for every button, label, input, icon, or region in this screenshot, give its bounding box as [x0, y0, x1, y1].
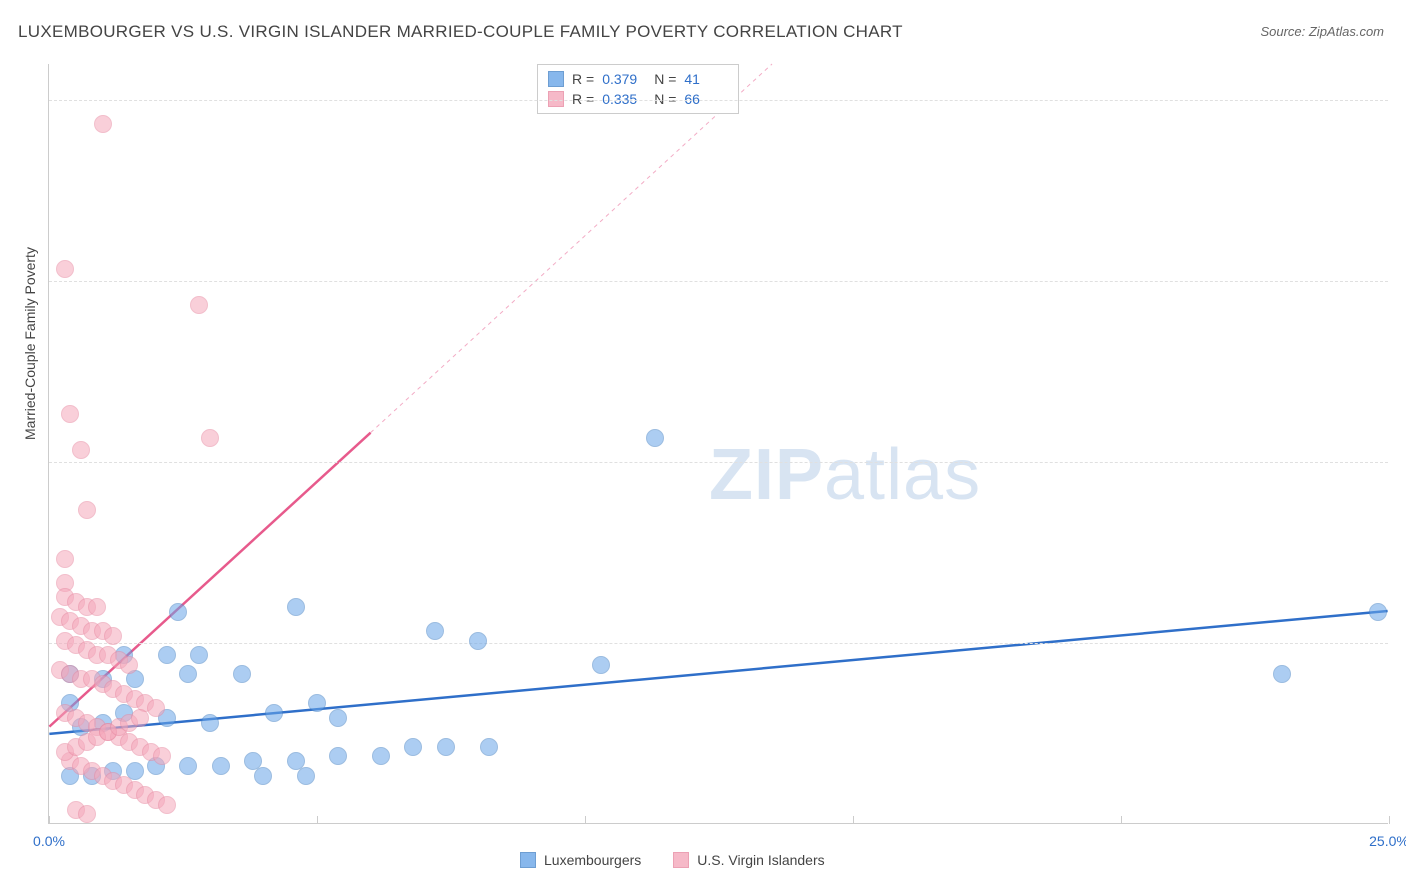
data-point [1273, 665, 1291, 683]
xtick [1121, 816, 1122, 824]
swatch-pink [548, 91, 564, 107]
data-point [233, 665, 251, 683]
data-point [287, 598, 305, 616]
data-point [480, 738, 498, 756]
data-point [201, 714, 219, 732]
stats-row-1: R = 0.379 N = 41 [548, 69, 728, 89]
data-point [404, 738, 422, 756]
data-point [190, 296, 208, 314]
xtick-label: 0.0% [33, 833, 65, 849]
plot-area: ZIPatlas R = 0.379 N = 41 R = 0.335 N = … [48, 64, 1388, 824]
gridline [49, 100, 1388, 101]
xtick [853, 816, 854, 824]
data-point [169, 603, 187, 621]
xtick [585, 816, 586, 824]
xtick [1389, 816, 1390, 824]
ytick-label: 22.5% [1398, 273, 1406, 289]
gridline [49, 462, 1388, 463]
data-point [426, 622, 444, 640]
data-point [308, 694, 326, 712]
swatch-blue-icon [520, 852, 536, 868]
data-point [254, 767, 272, 785]
xtick [317, 816, 318, 824]
bottom-legend: Luxembourgers U.S. Virgin Islanders [520, 852, 825, 868]
data-point [329, 747, 347, 765]
ytick-label: 7.5% [1398, 635, 1406, 651]
data-point [179, 665, 197, 683]
data-point [372, 747, 390, 765]
data-point [297, 767, 315, 785]
data-point [179, 757, 197, 775]
gridline [49, 281, 1388, 282]
data-point [72, 441, 90, 459]
data-point [158, 796, 176, 814]
swatch-pink-icon [673, 852, 689, 868]
data-point [78, 805, 96, 823]
source-label: Source: ZipAtlas.com [1260, 24, 1384, 39]
xtick [49, 816, 50, 824]
data-point [1369, 603, 1387, 621]
data-point [212, 757, 230, 775]
stats-row-2: R = 0.335 N = 66 [548, 89, 728, 109]
xtick-label: 25.0% [1369, 833, 1406, 849]
data-point [56, 550, 74, 568]
data-point [94, 115, 112, 133]
data-point [469, 632, 487, 650]
y-axis-label: Married-Couple Family Poverty [22, 247, 38, 440]
data-point [61, 405, 79, 423]
chart-title: LUXEMBOURGER VS U.S. VIRGIN ISLANDER MAR… [18, 22, 903, 42]
data-point [120, 656, 138, 674]
data-point [131, 709, 149, 727]
ytick-label: 15.0% [1398, 454, 1406, 470]
data-point [78, 501, 96, 519]
data-point [153, 747, 171, 765]
legend-item-1: Luxembourgers [520, 852, 641, 868]
stats-box: R = 0.379 N = 41 R = 0.335 N = 66 [537, 64, 739, 114]
data-point [201, 429, 219, 447]
data-point [190, 646, 208, 664]
gridline [49, 643, 1388, 644]
data-point [147, 699, 165, 717]
legend-item-2: U.S. Virgin Islanders [673, 852, 824, 868]
data-point [329, 709, 347, 727]
trend-lines [49, 64, 1388, 823]
data-point [437, 738, 455, 756]
data-point [646, 429, 664, 447]
data-point [592, 656, 610, 674]
data-point [104, 627, 122, 645]
data-point [56, 260, 74, 278]
ytick-label: 30.0% [1398, 92, 1406, 108]
swatch-blue [548, 71, 564, 87]
data-point [88, 598, 106, 616]
data-point [265, 704, 283, 722]
data-point [158, 646, 176, 664]
